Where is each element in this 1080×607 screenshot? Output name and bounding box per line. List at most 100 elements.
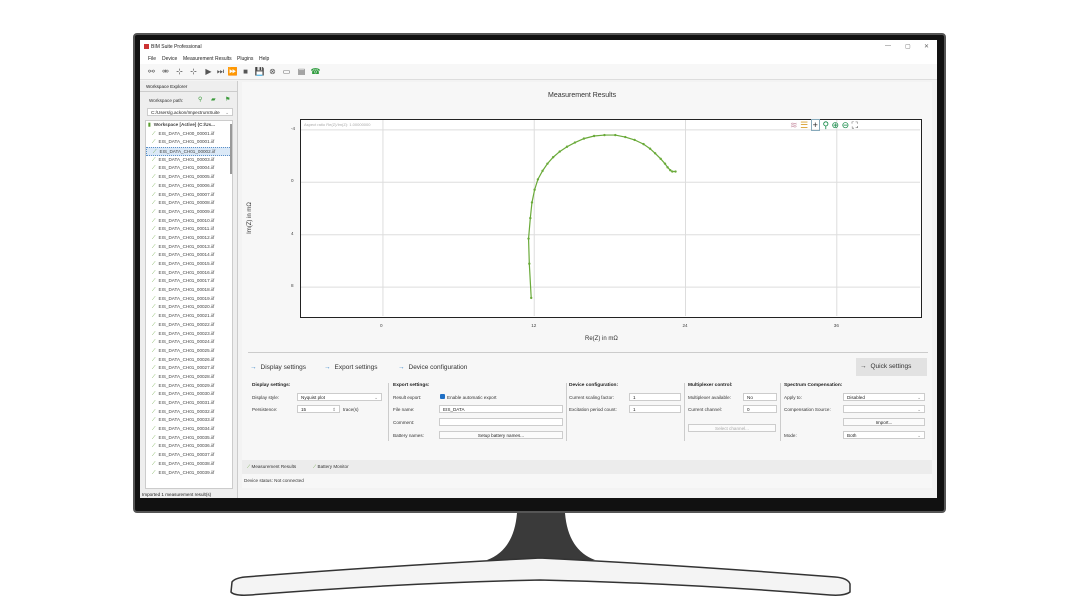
file-item[interactable]: ⟋ EIS_DATA_CH01_00034.iif xyxy=(146,425,232,434)
file-item[interactable]: ⟋ EIS_DATA_CH01_00038.iif xyxy=(146,460,232,469)
file-item[interactable]: ⟋ EIS_DATA_CH01_00020.iif xyxy=(146,303,232,312)
import-button[interactable]: Import... xyxy=(843,418,925,426)
file-item[interactable]: ⟋ EIS_DATA_CH01_00023.iif xyxy=(146,330,232,339)
workspace-label: Workspace [Active] (C:/Us... xyxy=(153,122,215,127)
stop-icon[interactable]: ■ xyxy=(243,67,248,76)
workspace-path-combo[interactable]: C:/Users/g.ackon/ImpectrumSuite ⌄ xyxy=(147,108,233,116)
file-item[interactable]: ⟋ EIS_DATA_CH01_00030.iif xyxy=(146,390,232,399)
file-item[interactable]: ⟋ EIS_DATA_CH01_00013.iif xyxy=(146,243,232,252)
comment-input[interactable] xyxy=(439,418,563,426)
file-item[interactable]: ⟋ EIS_DATA_CH00_00001.iif xyxy=(146,130,232,139)
folder-icon[interactable]: ▰ xyxy=(211,97,216,103)
menu-file[interactable]: File xyxy=(148,56,157,62)
fit-view-icon[interactable]: ⛶ xyxy=(851,120,858,130)
file-item[interactable]: ⟋ EIS_DATA_CH01_00036.iif xyxy=(146,442,232,451)
file-item[interactable]: ⟋ EIS_DATA_CH01_00035.iif xyxy=(146,434,232,443)
workspace-root[interactable]: ▮ Workspace [Active] (C:/Us... xyxy=(146,121,232,130)
persistence-spinbox[interactable]: 15 ⇕ xyxy=(297,405,340,413)
file-item[interactable]: ⟋ EIS_DATA_CH01_00009.iif xyxy=(146,208,232,217)
file-item[interactable]: ⟋ EIS_DATA_CH01_00039.iif xyxy=(146,469,232,478)
menu-help[interactable]: Help xyxy=(259,56,270,62)
report-icon[interactable]: ▤ xyxy=(297,67,306,76)
menu-plugins[interactable]: Plugins xyxy=(237,56,254,62)
workspace-tree[interactable]: ▮ Workspace [Active] (C:/Us... ⟋ EIS_DATA_… xyxy=(145,120,233,489)
phone-icon[interactable]: ☎ xyxy=(310,67,321,76)
select-channel-button[interactable]: Select channel... xyxy=(688,424,776,432)
tab-measurement-results[interactable]: ⟋ Measurement Results xyxy=(247,464,296,469)
file-item[interactable]: ⟋ EIS_DATA_CH01_00033.iif xyxy=(146,416,232,425)
file-item[interactable]: ⟋ EIS_DATA_CH01_00028.iif xyxy=(146,373,232,382)
file-item[interactable]: ⟋ EIS_DATA_CH01_00018.iif xyxy=(146,286,232,295)
file-item[interactable]: ⟋ EIS_DATA_CH01_00017.iif xyxy=(146,277,232,286)
auto-export-checkbox[interactable] xyxy=(440,394,445,399)
export-icon[interactable]: ⚑ xyxy=(225,97,231,103)
minimize-button[interactable]: — xyxy=(885,43,891,49)
workspace-add-icon[interactable]: ⚲ xyxy=(198,97,203,103)
file-item[interactable]: ⟋ EIS_DATA_CH01_00025.iif xyxy=(146,347,232,356)
tab-battery-monitor[interactable]: ⟋ Battery Monitor xyxy=(313,464,349,469)
file-item[interactable]: ⟋ EIS_DATA_CH01_00010.iif xyxy=(146,217,232,226)
connect-icon[interactable]: ⚯ xyxy=(148,67,155,76)
menu-measurement-results[interactable]: Measurement Results xyxy=(183,56,232,62)
file-item[interactable]: ⟋ EIS_DATA_CH01_00011.iif xyxy=(146,225,232,234)
menu-device[interactable]: Device xyxy=(162,56,178,62)
file-item[interactable]: ⟋ EIS_DATA_CH01_00021.iif xyxy=(146,312,232,321)
display-style-select[interactable]: Nyquist plot ⌄ xyxy=(297,393,382,401)
file-item[interactable]: ⟋ EIS_DATA_CH01_00032.iif xyxy=(146,408,232,417)
data-point xyxy=(582,137,586,140)
file-item[interactable]: ⟋ EIS_DATA_CH01_00004.iif xyxy=(146,164,232,173)
close-button[interactable]: ✕ xyxy=(924,44,930,50)
compensation-source-select[interactable]: ⌄ xyxy=(843,405,925,413)
battery-icon[interactable]: ▭ xyxy=(282,67,291,76)
disconnect-icon[interactable]: ⚮ xyxy=(162,67,169,76)
file-item[interactable]: ⟋ EIS_DATA_CH01_00022.iif xyxy=(146,321,232,330)
skip-icon[interactable]: ⏭ xyxy=(216,67,225,76)
crosshair-icon[interactable]: + xyxy=(810,119,820,131)
file-item[interactable]: ⟋ EIS_DATA_CH01_00007.iif xyxy=(146,191,232,200)
file-item[interactable]: ⟋ EIS_DATA_CH01_00037.iif xyxy=(146,451,232,460)
add-marker-icon[interactable]: ⊹ xyxy=(176,67,183,76)
zoom-in-icon[interactable]: ⊕ xyxy=(831,120,840,130)
mode-select[interactable]: Both ⌄ xyxy=(843,431,925,439)
apply-to-select[interactable]: Disabled ⌄ xyxy=(843,393,925,401)
spin-arrows-icon[interactable]: ⇕ xyxy=(332,407,336,412)
legend-style-icon[interactable]: ≋ xyxy=(790,120,798,130)
save-icon[interactable]: 💾 xyxy=(254,67,265,76)
file-item[interactable]: ⟋ EIS_DATA_CH01_00024.iif xyxy=(146,338,232,347)
file-item[interactable]: ⟋ EIS_DATA_CH01_00026.iif xyxy=(146,356,232,365)
zoom-out-icon[interactable]: ⊖ xyxy=(841,120,850,130)
current-channel-value[interactable]: 0 xyxy=(743,405,777,413)
cancel-icon[interactable]: ⊗ xyxy=(269,67,276,76)
legend-list-icon[interactable]: ☰ xyxy=(800,120,809,130)
file-name-input[interactable]: EIS_DATA xyxy=(439,405,563,413)
file-item[interactable]: ⟋ EIS_DATA_CH01_00003.iif xyxy=(146,156,232,165)
play-icon[interactable]: ▶ xyxy=(205,67,212,76)
file-item[interactable]: ⟋ EIS_DATA_CH01_00016.iif xyxy=(146,269,232,278)
file-item[interactable]: ⟋ EIS_DATA_CH01_00031.iif xyxy=(146,399,232,408)
data-point xyxy=(648,147,652,150)
file-item[interactable]: ⟋ EIS_DATA_CH01_00014.iif xyxy=(146,251,232,260)
file-item[interactable]: ⟋ EIS_DATA_CH01_00001.iif xyxy=(146,138,232,147)
zoom-icon[interactable]: ⚲ xyxy=(822,120,830,130)
file-item[interactable]: ⟋ EIS_DATA_CH01_00029.iif xyxy=(146,382,232,391)
file-item[interactable]: ⟋ EIS_DATA_CH01_00012.iif xyxy=(146,234,232,243)
remove-marker-icon[interactable]: ⊹ xyxy=(190,67,197,76)
tab-device-configuration[interactable]: → Device configuration xyxy=(398,364,467,371)
fast-forward-icon[interactable]: ⏩ xyxy=(227,67,238,76)
excitation-count-input[interactable]: 1 xyxy=(629,405,681,413)
quick-settings-button[interactable]: → Quick settings xyxy=(856,358,927,376)
scaling-factor-input[interactable]: 1 xyxy=(629,393,681,401)
file-item[interactable]: ⟋ EIS_DATA_CH01_00019.iif xyxy=(146,295,232,304)
maximize-button[interactable]: ▢ xyxy=(905,44,911,50)
file-item[interactable]: ⟋ EIS_DATA_CH01_00006.iif xyxy=(146,182,232,191)
file-item[interactable]: ⟋ EIS_DATA_CH01_00008.iif xyxy=(146,199,232,208)
file-item[interactable]: ⟋ EIS_DATA_CH01_00002.iif xyxy=(146,147,232,156)
file-item[interactable]: ⟋ EIS_DATA_CH01_00027.iif xyxy=(146,364,232,373)
file-item[interactable]: ⟋ EIS_DATA_CH01_00005.iif xyxy=(146,173,232,182)
tab-export-settings[interactable]: → Export settings xyxy=(324,364,378,371)
tree-scrollbar[interactable] xyxy=(230,124,232,174)
plot-area[interactable]: Aspect ratio Re(Z)/Im(Z): 1.00000000 xyxy=(300,119,922,318)
setup-battery-names-button[interactable]: Setup battery names... xyxy=(439,431,563,439)
tab-display-settings[interactable]: → Display settings xyxy=(250,364,306,371)
file-item[interactable]: ⟋ EIS_DATA_CH01_00015.iif xyxy=(146,260,232,269)
